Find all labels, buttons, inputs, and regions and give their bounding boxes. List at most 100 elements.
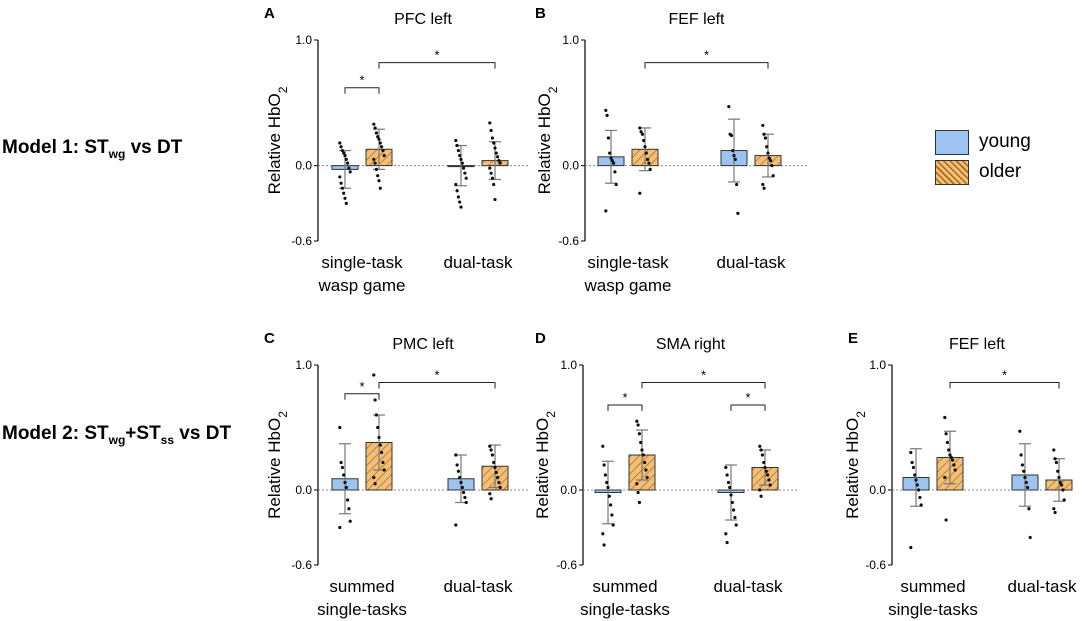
data-point xyxy=(456,195,460,199)
data-point xyxy=(1062,498,1066,502)
data-point xyxy=(374,167,378,171)
data-point xyxy=(340,148,344,153)
x-category-label: dual-task xyxy=(714,577,783,596)
data-point xyxy=(497,480,501,485)
data-point xyxy=(915,483,919,487)
data-point xyxy=(374,131,378,135)
data-point xyxy=(648,167,652,171)
data-point xyxy=(728,485,732,490)
x-category-label: single-task xyxy=(321,253,403,272)
data-point xyxy=(913,473,917,477)
data-point xyxy=(455,189,459,193)
significance-star: * xyxy=(359,73,364,88)
data-point xyxy=(1018,429,1022,433)
data-point xyxy=(726,480,731,485)
significance-star: * xyxy=(745,390,750,405)
data-point xyxy=(945,440,950,445)
data-point xyxy=(605,480,609,485)
data-point xyxy=(763,136,768,140)
data-point xyxy=(377,435,381,440)
data-point xyxy=(943,475,947,480)
data-point xyxy=(454,453,458,457)
x-category-label: wasp game xyxy=(584,276,672,295)
data-point xyxy=(1054,460,1058,465)
data-point xyxy=(767,156,771,160)
data-point xyxy=(489,448,493,452)
panel-title: PFC left xyxy=(394,11,452,28)
chart-panel-a: A PFC left 1.0 0.0 -0.6 Relative HbO2 single-t… xyxy=(264,5,528,295)
data-point xyxy=(488,166,492,170)
data-point xyxy=(601,532,605,536)
data-point xyxy=(498,161,502,165)
panel-title: PMC left xyxy=(392,336,454,353)
data-point xyxy=(644,151,648,155)
significance-bracket xyxy=(949,382,1060,389)
data-point xyxy=(377,137,381,141)
data-point xyxy=(759,448,763,452)
data-point xyxy=(608,151,612,155)
panel-letter: A xyxy=(264,5,275,22)
data-point xyxy=(347,507,351,511)
data-point xyxy=(490,176,494,180)
data-point xyxy=(492,141,496,145)
data-point xyxy=(607,494,611,498)
data-point xyxy=(454,523,458,527)
data-point xyxy=(490,453,494,457)
significance-bracket xyxy=(378,382,496,389)
legend-swatch-older xyxy=(935,159,969,185)
data-point xyxy=(490,136,494,140)
data-point xyxy=(918,495,922,500)
data-point xyxy=(759,494,763,498)
data-point xyxy=(635,482,639,486)
panel-title: SMA right xyxy=(656,336,726,353)
data-point xyxy=(762,460,766,465)
data-point xyxy=(373,398,377,402)
data-point xyxy=(460,161,464,165)
data-point xyxy=(638,126,642,130)
data-point xyxy=(373,482,377,486)
data-point xyxy=(769,159,773,163)
y-axis-label: Relative HbO2 xyxy=(265,411,290,519)
data-point xyxy=(730,500,734,505)
data-point xyxy=(493,146,497,150)
data-point xyxy=(459,480,463,485)
data-point xyxy=(637,500,642,505)
data-point xyxy=(339,145,343,149)
legend-label-older: older xyxy=(979,161,1022,182)
model-2-label: Model 2: STwg+STss vs DT xyxy=(2,423,232,447)
data-point xyxy=(636,490,640,495)
data-point xyxy=(641,453,645,457)
data-point xyxy=(606,485,610,490)
x-category-label: single-tasks xyxy=(317,600,407,619)
chart-panel-d: D SMA right 1.0 0.0 -0.6 Relative HbO2 summed s… xyxy=(533,330,798,619)
data-point xyxy=(732,153,736,158)
data-point xyxy=(767,478,771,482)
data-point xyxy=(380,145,384,149)
data-point xyxy=(611,523,615,527)
data-point xyxy=(725,540,729,545)
significance-star: * xyxy=(359,379,364,394)
y-tick-label: 1.0 xyxy=(869,358,886,372)
data-point xyxy=(734,523,738,527)
data-point xyxy=(376,425,380,430)
data-point xyxy=(943,415,947,420)
data-point xyxy=(646,157,650,161)
data-point xyxy=(489,497,493,501)
data-point xyxy=(614,182,618,187)
data-point xyxy=(768,483,772,487)
data-point xyxy=(382,153,386,158)
data-point xyxy=(382,468,386,472)
data-point xyxy=(643,145,647,149)
significance-star: * xyxy=(704,48,709,63)
panel-letter: B xyxy=(535,5,546,22)
data-point xyxy=(498,485,502,490)
y-axis-label: Relative HbO2 xyxy=(535,86,560,194)
data-point xyxy=(944,518,948,522)
data-point xyxy=(380,450,384,455)
data-point xyxy=(348,519,352,523)
data-point xyxy=(1053,457,1057,461)
data-point xyxy=(340,465,344,470)
data-point xyxy=(1023,475,1027,480)
data-point xyxy=(1028,535,1032,540)
data-point xyxy=(489,171,493,175)
